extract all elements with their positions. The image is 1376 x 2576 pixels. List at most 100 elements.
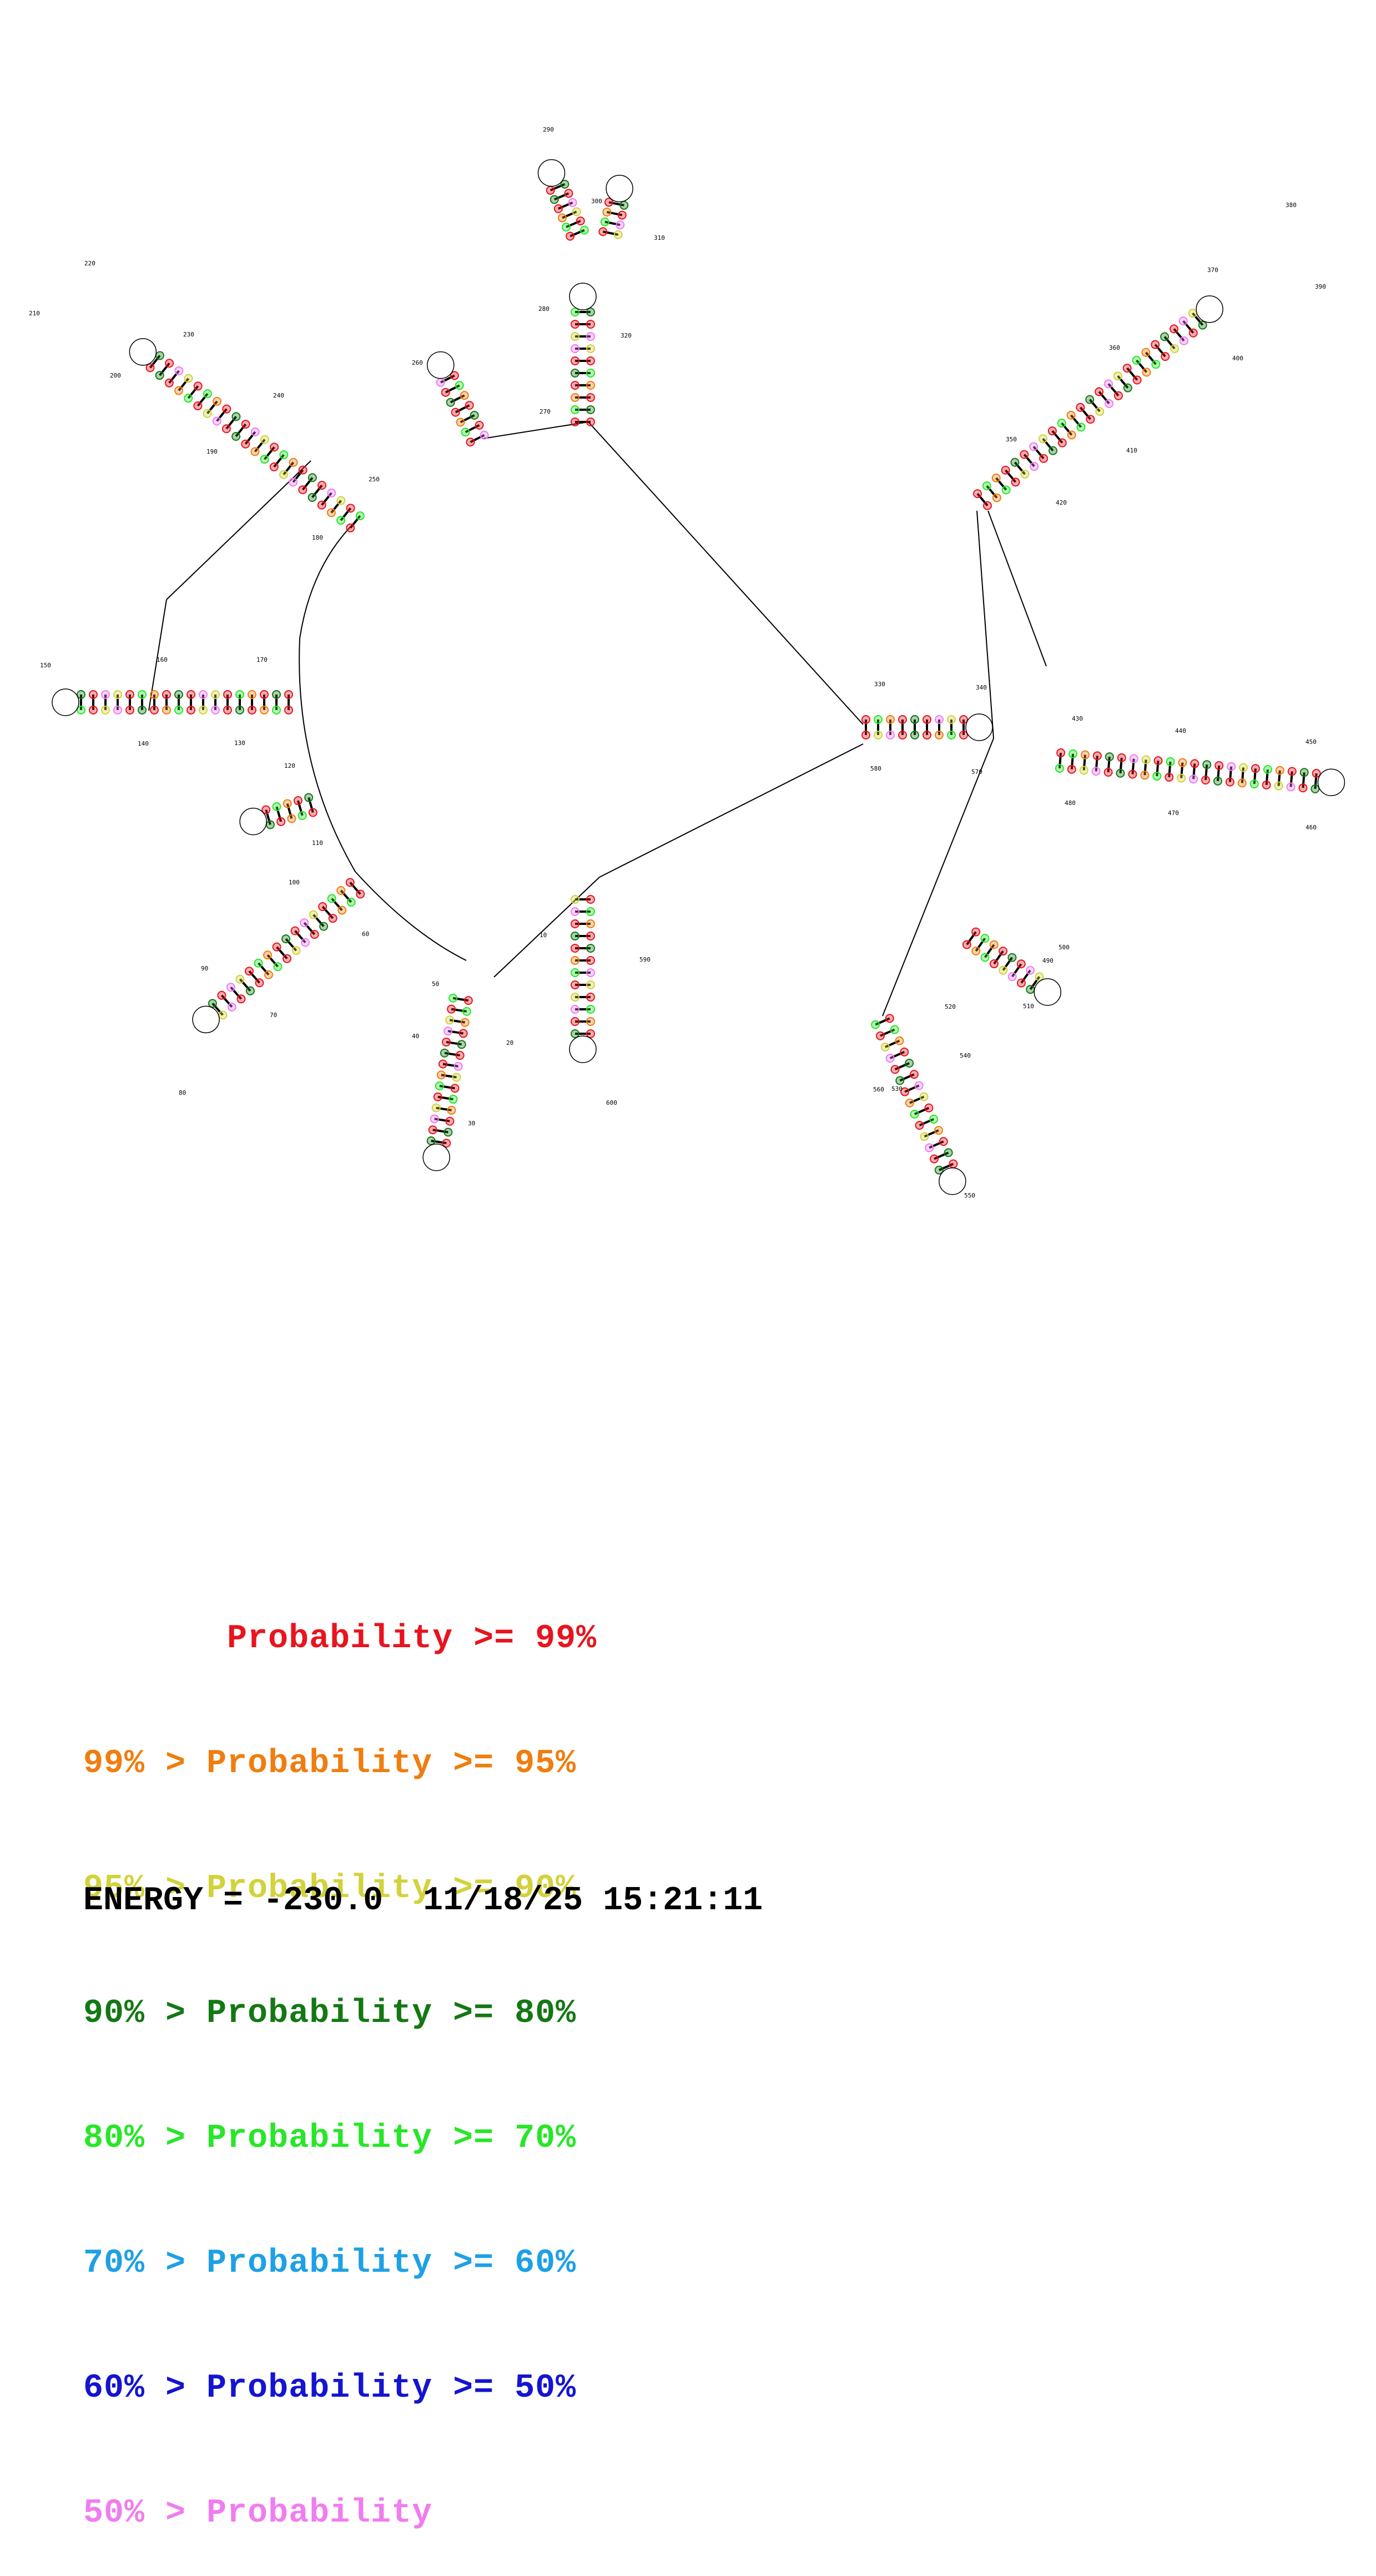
nucleotide-node: [310, 930, 319, 939]
base-pair: [1265, 769, 1269, 786]
nucleotide-node: [346, 523, 355, 532]
nucleotide-node: [1038, 434, 1047, 444]
nucleotide-node: [260, 455, 269, 464]
nucleotide-node: [1190, 759, 1199, 768]
nucleotide-node: [1227, 762, 1236, 771]
nucleotide-node: [269, 462, 279, 471]
nucleotide-node: [1095, 407, 1105, 416]
base-pair: [929, 1140, 944, 1149]
nucleotide-node: [619, 200, 629, 210]
nucleotide-node: [1179, 336, 1188, 345]
nucleotide-node: [568, 198, 577, 207]
base-pair: [452, 997, 469, 1002]
nucleotide-node: [1001, 465, 1010, 475]
base-pair: [1136, 359, 1148, 373]
nucleotide-node: [442, 1139, 451, 1148]
base-pair: [349, 882, 361, 895]
nucleotide-node: [999, 965, 1008, 975]
nucleotide-node: [284, 690, 293, 699]
nucleotide-node: [443, 1128, 453, 1137]
nucleotide-node: [428, 1125, 437, 1135]
base-pair: [159, 362, 170, 376]
nucleotide-node: [586, 381, 595, 390]
nucleotide-node: [480, 430, 489, 440]
base-pair: [986, 485, 998, 499]
base-pair: [451, 1008, 467, 1013]
nucleotide-node: [1160, 332, 1170, 341]
position-label: 100: [289, 879, 300, 886]
base-pair: [894, 1062, 910, 1071]
nucleotide-node: [273, 962, 283, 972]
nucleotide-node: [155, 351, 164, 360]
nucleotide-node: [254, 958, 263, 968]
position-label: 30: [468, 1120, 475, 1127]
nucleotide-node: [447, 1004, 456, 1014]
nucleotide-node: [328, 914, 337, 923]
nucleotide-node: [174, 690, 183, 699]
base-pair: [283, 461, 295, 475]
nucleotide-node: [283, 954, 292, 963]
nucleotide-node: [1105, 752, 1114, 762]
position-label: 210: [29, 310, 40, 317]
nucleotide-node: [1129, 754, 1138, 763]
nucleotide-node: [1123, 383, 1132, 393]
nucleotide-node: [184, 394, 193, 403]
nucleotide-node: [571, 980, 579, 989]
base-pair: [889, 1051, 905, 1059]
stem-600: [569, 1035, 597, 1063]
nucleotide-node: [319, 922, 329, 931]
nucleotide-node: [272, 706, 281, 715]
position-label: 530: [891, 1085, 903, 1093]
nucleotide-node: [1103, 768, 1113, 777]
nucleotide-node: [212, 416, 221, 426]
base-pair: [248, 970, 260, 984]
nucleotide-node: [564, 189, 573, 198]
nucleotide-node: [213, 396, 222, 406]
base-pair: [149, 355, 161, 369]
base-pair: [470, 434, 485, 444]
base-pair: [1216, 765, 1221, 782]
base-pair: [455, 404, 470, 414]
base-pair: [914, 1106, 930, 1115]
nucleotide-node: [971, 927, 981, 937]
nucleotide-node: [1091, 767, 1101, 776]
nucleotide-node: [430, 1114, 439, 1124]
nucleotide-node: [475, 420, 484, 430]
base-pair: [434, 1118, 450, 1123]
position-label: 510: [1023, 1003, 1034, 1010]
nucleotide-node: [231, 412, 241, 421]
nucleotide-node: [1026, 985, 1035, 994]
nucleotide-node: [586, 944, 595, 953]
nucleotide-node: [586, 993, 595, 1002]
position-label: 20: [506, 1039, 513, 1046]
position-label: 410: [1126, 447, 1137, 454]
base-pair: [1126, 367, 1138, 381]
base-pair: [321, 905, 334, 919]
nucleotide-node: [1151, 340, 1160, 349]
nucleotide-node: [1001, 485, 1011, 495]
nucleotide-node: [89, 690, 98, 699]
nucleotide-node: [586, 356, 595, 365]
nucleotide-node: [861, 731, 870, 739]
nucleotide-node: [272, 690, 281, 699]
backbone-segment: [482, 421, 589, 439]
nucleotide-node: [165, 359, 174, 368]
backbone-segment: [987, 510, 1047, 667]
nucleotide-node: [433, 1092, 442, 1101]
nucleotide-node: [466, 437, 475, 447]
nucleotide-node: [1113, 391, 1123, 400]
nucleotide-node: [586, 320, 595, 329]
nucleotide-node: [270, 442, 279, 452]
nucleotide-node: [440, 1048, 449, 1058]
nucleotide-node: [586, 344, 595, 353]
base-pair: [1070, 414, 1082, 428]
nucleotide-node: [1140, 771, 1150, 780]
nucleotide-node: [874, 715, 883, 724]
nucleotide-node: [276, 817, 286, 826]
legend-entry-plow: 50% > Probability: [83, 2494, 433, 2532]
nucleotide-node: [571, 968, 579, 977]
nucleotide-node: [1020, 450, 1029, 459]
nucleotide-node: [184, 374, 193, 383]
nucleotide-node: [187, 706, 195, 715]
nucleotide-node: [604, 198, 613, 207]
